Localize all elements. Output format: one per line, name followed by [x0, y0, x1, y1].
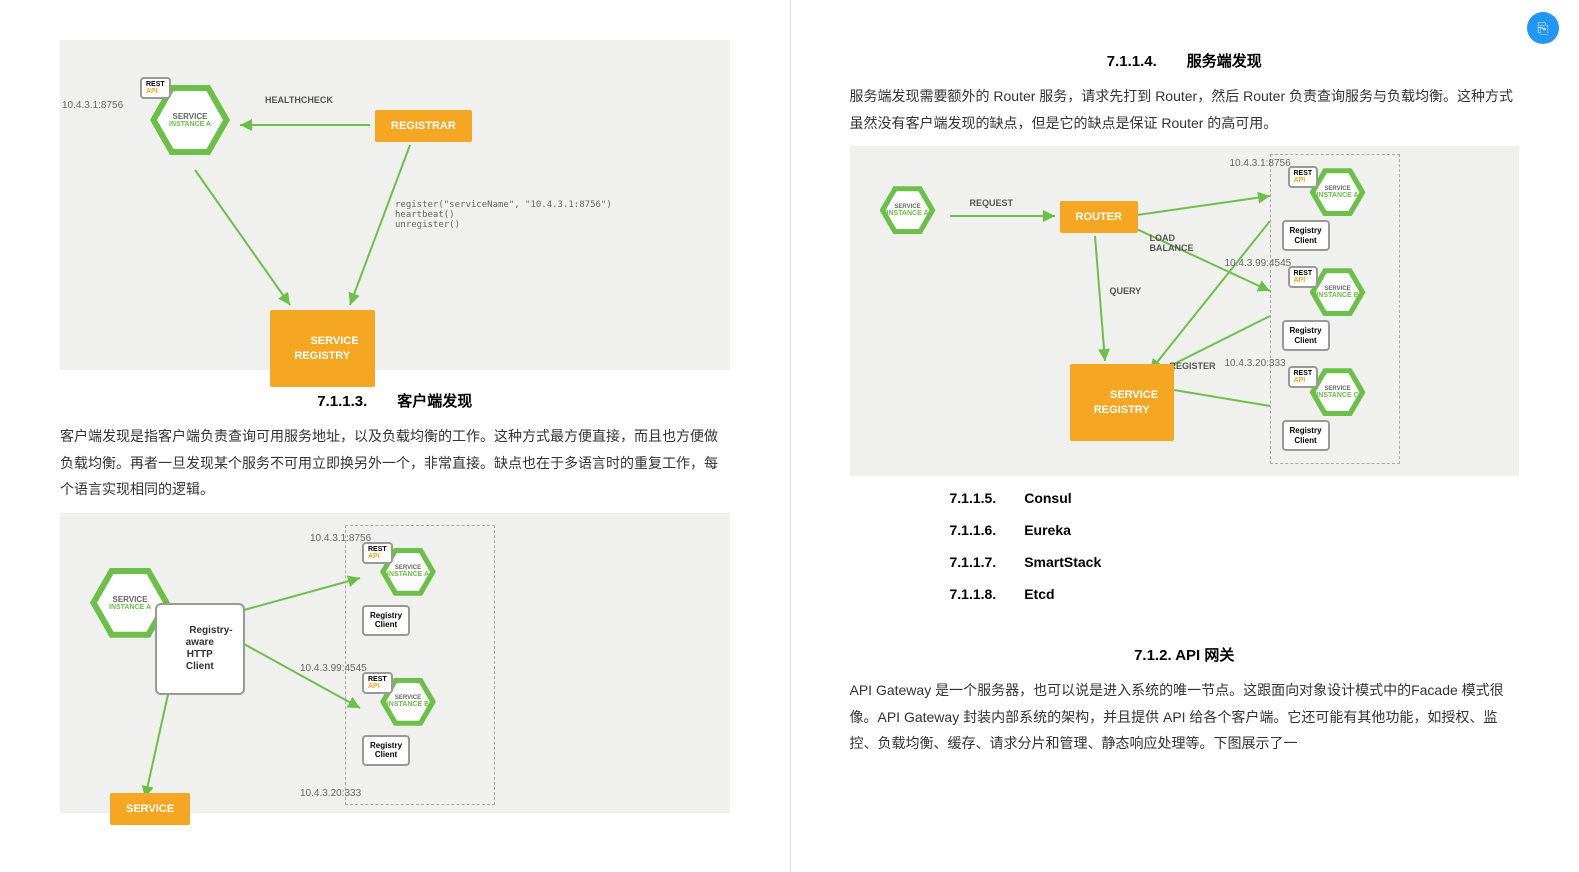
client-hex-r: SERVICE INSTANCE A	[880, 186, 936, 234]
registry-ra: Registry Client	[1282, 220, 1330, 251]
api-badge-ra: REST API	[1288, 166, 1319, 188]
registry-client-a: Registry Client	[362, 605, 410, 636]
ipr2: 10.4.3.99:4545	[1225, 258, 1292, 269]
section-7113-body: 客户端发现是指客户端负责查询可用服务地址，以及负载均衡的工作。这种方式最方便直接…	[60, 423, 730, 503]
register-label: REGISTER	[1170, 361, 1216, 371]
service-bottom-box: SERVICE	[110, 793, 190, 825]
sub-7116: 7.1.1.6. Eureka	[950, 520, 1520, 540]
left-page: 10.4.3.1:8756 REST API SERVICE INSTANCE …	[0, 0, 790, 872]
api-badge-b: REST API	[362, 672, 393, 694]
section-712-heading: 7.1.2. API 网关	[850, 644, 1520, 665]
ip-label-1: 10.4.3.1:8756	[62, 100, 123, 111]
api-badge-1: REST API	[140, 77, 171, 99]
diagram-server-discovery: SERVICE INSTANCE A REQUEST ROUTER LOAD B…	[850, 146, 1520, 476]
api-badge-a: REST API	[362, 542, 393, 564]
ip3: 10.4.3.20:333	[300, 788, 361, 799]
diagram3-arrows	[850, 146, 1550, 476]
inst-b-r: REST API SERVICE INSTANCE B	[1310, 268, 1366, 316]
registry-rb: Registry Client	[1282, 320, 1330, 351]
request-label: REQUEST	[970, 198, 1014, 208]
registry-client-b: Registry Client	[362, 735, 410, 766]
page-container: 10.4.3.1:8756 REST API SERVICE INSTANCE …	[0, 0, 1579, 872]
service-registry-r: SERVICE REGISTRY	[1070, 364, 1175, 441]
section-7114-heading: 7.1.1.4. 服务端发现	[850, 50, 1520, 71]
ip2: 10.4.3.99:4545	[300, 663, 367, 674]
service-registry-box: SERVICE REGISTRY	[270, 310, 375, 387]
ip1: 10.4.3.1:8756	[310, 533, 371, 544]
register-code: register("serviceName", "10.4.3.1:8756")…	[395, 200, 612, 230]
registry-rc: Registry Client	[1282, 420, 1330, 451]
ipr1: 10.4.3.1:8756	[1230, 158, 1291, 169]
inst-a-hex: REST API SERVICE INSTANCE A	[380, 548, 436, 596]
router-box: ROUTER	[1060, 201, 1138, 233]
api-badge-rb: REST API	[1288, 266, 1319, 288]
inst-a-r: REST API SERVICE INSTANCE A	[1310, 168, 1366, 216]
http-client-box: Registry- aware HTTP Client	[155, 603, 245, 695]
healthcheck-label: HEALTHCHECK	[265, 95, 333, 105]
section-712-body: API Gateway 是一个服务器，也可以说是进入系统的唯一节点。这跟面向对象…	[850, 677, 1520, 757]
sub-7117: 7.1.1.7. SmartStack	[950, 552, 1520, 572]
loadbalance-label: LOAD BALANCE	[1150, 234, 1194, 254]
diagram-client-discovery: SERVICE INSTANCE A Registry- aware HTTP …	[60, 513, 730, 813]
section-7113-heading: 7.1.1.3. 客户端发现	[60, 390, 730, 411]
ipr3: 10.4.3.20:333	[1225, 358, 1286, 369]
api-badge-rc: REST API	[1288, 366, 1319, 388]
inst-c-r: REST API SERVICE INSTANCE C	[1310, 368, 1366, 416]
registrar-box: REGISTRAR	[375, 110, 472, 142]
right-page: 7.1.1.4. 服务端发现 服务端发现需要额外的 Router 服务，请求先打…	[790, 0, 1579, 872]
section-7114-body: 服务端发现需要额外的 Router 服务，请求先打到 Router，然后 Rou…	[850, 83, 1520, 136]
sub-7115: 7.1.1.5. Consul	[950, 488, 1520, 508]
diagram-registrar: 10.4.3.1:8756 REST API SERVICE INSTANCE …	[60, 40, 730, 370]
inst-b-hex: REST API SERVICE INSTANCE B	[380, 678, 436, 726]
query-label: QUERY	[1110, 286, 1142, 296]
service-hex-a: REST API SERVICE INSTANCE A	[150, 85, 230, 155]
sub-7118: 7.1.1.8. Etcd	[950, 584, 1520, 604]
